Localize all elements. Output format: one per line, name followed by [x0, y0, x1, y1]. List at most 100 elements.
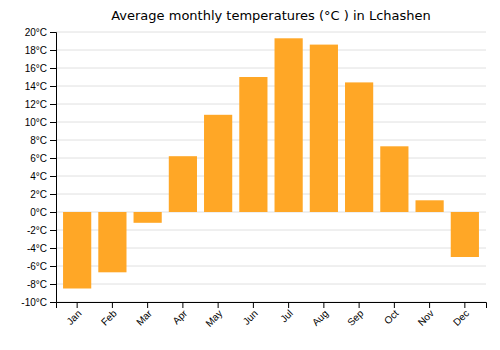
y-tick-mark — [50, 104, 56, 105]
x-tick: Mar — [134, 302, 154, 328]
y-tick-mark — [50, 194, 56, 195]
grid-line — [56, 158, 486, 159]
x-tick-mark — [253, 302, 254, 308]
x-tick-label: Jun — [241, 308, 260, 327]
y-tick-mark — [50, 212, 56, 213]
x-tick: Dec — [451, 302, 471, 328]
y-tick-mark — [50, 68, 56, 69]
x-axis-line — [57, 303, 487, 309]
x-tick: May — [203, 302, 224, 329]
grid-line — [56, 122, 486, 123]
y-tick-label: 0°C — [30, 207, 47, 218]
bar — [134, 212, 162, 223]
y-tick-label: -2°C — [27, 225, 47, 236]
x-tick-mark — [182, 302, 183, 308]
x-tick-mark — [429, 302, 430, 308]
x-tick: Nov — [416, 302, 436, 328]
grid-line — [56, 86, 486, 87]
x-tick-label: Feb — [99, 307, 119, 327]
grid-line — [56, 50, 486, 51]
bar — [239, 77, 267, 212]
x-tick-mark — [77, 302, 78, 308]
x-tick-mark — [147, 302, 148, 308]
y-tick: 2°C — [30, 189, 56, 200]
bar — [416, 200, 444, 212]
bar — [345, 82, 373, 212]
y-tick-mark — [50, 122, 56, 123]
grid-line — [56, 194, 486, 195]
grid-line — [56, 176, 486, 177]
y-tick-mark — [50, 248, 56, 249]
x-tick: Oct — [382, 302, 401, 326]
x-tick-label: Sep — [345, 307, 366, 328]
grid-line — [56, 284, 486, 285]
grid-line — [56, 140, 486, 141]
y-axis-line — [50, 33, 57, 303]
y-tick: 16°C — [25, 63, 56, 74]
grid-line — [56, 68, 486, 69]
x-tick: Apr — [170, 302, 189, 326]
y-tick-label: 18°C — [25, 45, 47, 56]
x-tick-label: Oct — [382, 308, 401, 327]
bar — [63, 212, 91, 289]
y-tick-mark — [50, 266, 56, 267]
title: Average monthly temperatures (°C ) in Lc… — [111, 8, 431, 23]
y-tick-mark — [50, 32, 56, 33]
x-tick-label: Aug — [310, 308, 330, 328]
y-axis: -10°C -8°C -6°C -4°C -2°C 0°C 2°C 4°C 6°C 8°C 10°C… — [21, 27, 56, 308]
x-tick-mark — [394, 302, 395, 308]
y-tick-label: -4°C — [27, 243, 47, 254]
x-tick-label: Mar — [134, 307, 154, 327]
bar — [380, 146, 408, 212]
y-tick-label: -6°C — [27, 261, 47, 272]
grid — [56, 32, 486, 302]
bar — [204, 115, 232, 212]
y-tick: 10°C — [25, 117, 56, 128]
bars — [63, 38, 479, 288]
x-tick-mark — [218, 302, 219, 308]
bar — [451, 212, 479, 257]
x-tick: Jul — [278, 302, 295, 324]
x-tick: Jun — [241, 302, 260, 327]
y-tick-mark — [50, 302, 56, 303]
x-tick-mark — [359, 302, 360, 308]
y-tick: -10°C — [21, 297, 56, 308]
y-tick-label: 20°C — [25, 27, 47, 38]
x-tick-label: Jul — [278, 308, 295, 325]
x-axis: Jan Feb Mar Apr May Jun Jul Aug Sep Oct Nov Dec — [57, 302, 487, 329]
y-tick-label: 16°C — [25, 63, 47, 74]
x-tick-mark — [288, 302, 289, 308]
y-tick-label: 10°C — [25, 117, 47, 128]
y-tick: 4°C — [30, 171, 56, 182]
y-tick: 12°C — [25, 99, 56, 110]
bar — [275, 38, 303, 212]
x-tick-mark — [112, 302, 113, 308]
y-tick: -6°C — [27, 261, 56, 272]
plot: -10°C -8°C -6°C -4°C -2°C 0°C 2°C 4°C 6°C 8°C 10°C… — [21, 27, 486, 329]
y-tick-mark — [50, 86, 56, 87]
y-tick: -4°C — [27, 243, 56, 254]
x-tick-label: Nov — [416, 308, 436, 328]
y-tick: 8°C — [30, 135, 56, 146]
y-tick-label: -8°C — [27, 279, 47, 290]
y-tick: 6°C — [30, 153, 56, 164]
y-tick-label: 12°C — [25, 99, 47, 110]
y-tick-mark — [50, 230, 56, 231]
y-tick: 14°C — [25, 81, 56, 92]
y-tick-label: 2°C — [30, 189, 47, 200]
grid-line — [56, 104, 486, 105]
y-tick: -8°C — [27, 279, 56, 290]
y-tick-label: -10°C — [21, 297, 47, 308]
y-tick-label: 6°C — [30, 153, 47, 164]
y-tick-mark — [50, 176, 56, 177]
bar — [169, 156, 197, 212]
y-tick-mark — [50, 140, 56, 141]
x-tick: Feb — [99, 302, 119, 328]
x-tick-mark — [323, 302, 324, 308]
y-tick: 20°C — [25, 27, 56, 38]
y-tick-label: 14°C — [25, 81, 47, 92]
y-tick-label: 4°C — [30, 171, 47, 182]
x-tick-label: Apr — [170, 307, 189, 326]
x-tick-label: Jan — [64, 308, 83, 327]
x-tick-label: Dec — [451, 308, 471, 328]
